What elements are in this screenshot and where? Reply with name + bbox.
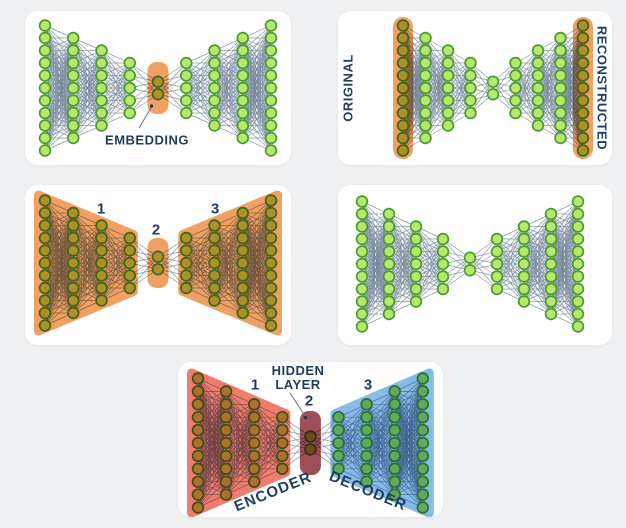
panel-plain	[338, 185, 612, 345]
network-nodes	[396, 19, 590, 157]
hidden-layer-leader-line	[289, 392, 306, 417]
embedding-label: EMBEDDING	[105, 132, 189, 148]
plain-network-diagram	[355, 195, 585, 333]
highlight-overlays	[34, 190, 282, 336]
original-label: ORIGINAL	[340, 54, 356, 122]
embedding-network-diagram	[38, 19, 278, 157]
panel-embedding: EMBEDDING	[25, 11, 291, 165]
network-nodes	[355, 195, 585, 333]
bottleneck-stage-number: 2	[304, 392, 314, 410]
reconstructed-label: RECONSTRUCTED	[594, 25, 610, 151]
encoder-decoder-network-diagram	[187, 368, 434, 517]
panel-encoder-decoder: 1 HIDDEN LAYER 2 3 ENCODER DECODER	[178, 362, 443, 517]
panel-stages: 1 2 3	[25, 185, 291, 345]
hidden-layer-label: HIDDEN LAYER	[271, 363, 325, 392]
highlight-overlays	[393, 17, 593, 159]
embedding-leader-line	[138, 106, 152, 129]
highlight-overlays	[187, 368, 434, 517]
stages-network-diagram	[34, 190, 282, 336]
original-reconstructed-network-diagram	[393, 17, 593, 159]
embedding-leader-dot	[149, 104, 154, 108]
stage-2-label: 2	[151, 221, 161, 239]
decoder-stage-number: 3	[363, 376, 373, 394]
highlight-overlays	[147, 62, 169, 114]
network-nodes	[38, 19, 278, 157]
hidden-layer-leader-dot	[303, 415, 308, 420]
encoder-stage-number: 1	[250, 376, 260, 394]
stage-1-label: 1	[96, 200, 106, 218]
panel-original-reconstructed: ORIGINAL RECONSTRUCTED	[338, 11, 612, 165]
stage-3-label: 3	[210, 200, 220, 218]
